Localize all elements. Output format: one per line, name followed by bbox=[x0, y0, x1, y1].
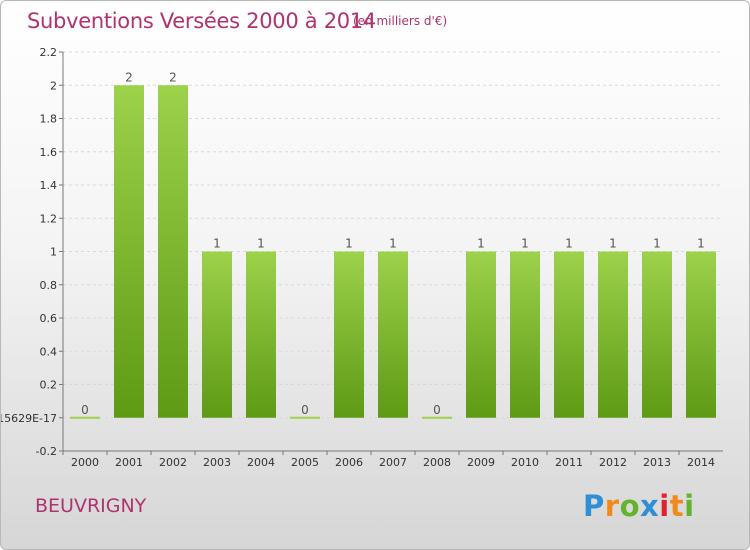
x-tick-label: 2012 bbox=[599, 456, 627, 469]
logo-letter: o bbox=[619, 489, 641, 523]
bar bbox=[334, 251, 364, 418]
data-label: 1 bbox=[565, 237, 573, 251]
data-label: 0 bbox=[433, 403, 441, 417]
bar bbox=[114, 85, 144, 418]
data-label: 2 bbox=[169, 70, 177, 84]
y-tick-label: -1.15629E-17 bbox=[1, 412, 57, 425]
y-tick-label: 1.6 bbox=[40, 146, 58, 159]
y-tick-label: 1.8 bbox=[40, 113, 58, 126]
data-label: 2 bbox=[125, 70, 133, 84]
y-tick-label: 2 bbox=[50, 79, 57, 92]
x-tick-label: 2010 bbox=[511, 456, 539, 469]
bar bbox=[290, 416, 320, 419]
logo-letter: P bbox=[583, 489, 605, 523]
logo-letter: i bbox=[684, 489, 695, 523]
y-tick-label: -0.2 bbox=[36, 445, 57, 458]
bar bbox=[202, 251, 232, 418]
x-tick-label: 2013 bbox=[643, 456, 671, 469]
data-label: 1 bbox=[609, 237, 617, 251]
proxiti-logo: Proxiti bbox=[583, 489, 695, 523]
data-label: 1 bbox=[257, 237, 265, 251]
x-tick-label: 2003 bbox=[203, 456, 231, 469]
y-tick-label: 0.2 bbox=[40, 379, 58, 392]
bar bbox=[70, 416, 100, 419]
bar bbox=[158, 85, 188, 418]
x-tick-label: 2005 bbox=[291, 456, 319, 469]
commune-name: BEUVRIGNY bbox=[35, 495, 147, 517]
x-tick-label: 2002 bbox=[159, 456, 187, 469]
y-tick-label: 0.4 bbox=[40, 345, 58, 358]
data-label: 1 bbox=[521, 237, 529, 251]
bar bbox=[378, 251, 408, 418]
data-label: 1 bbox=[389, 237, 397, 251]
chart-subtitle: (en milliers d'€) bbox=[353, 14, 448, 28]
x-tick-label: 2008 bbox=[423, 456, 451, 469]
logo-letter: x bbox=[640, 489, 660, 523]
data-label: 0 bbox=[81, 403, 89, 417]
bar bbox=[554, 251, 584, 418]
logo-letter: i bbox=[659, 489, 670, 523]
bar bbox=[598, 251, 628, 418]
y-tick-label: 2.2 bbox=[40, 46, 58, 59]
x-tick-label: 2000 bbox=[71, 456, 99, 469]
x-tick-label: 2001 bbox=[115, 456, 143, 469]
x-tick-label: 2009 bbox=[467, 456, 495, 469]
bar bbox=[246, 251, 276, 418]
bar bbox=[422, 416, 452, 419]
y-tick-label: 1.2 bbox=[40, 212, 58, 225]
y-tick-label: 0.8 bbox=[40, 279, 58, 292]
bar bbox=[686, 251, 716, 418]
logo-letter: t bbox=[669, 489, 685, 523]
y-tick-label: 1 bbox=[50, 246, 57, 259]
x-tick-label: 2004 bbox=[247, 456, 275, 469]
data-label: 1 bbox=[653, 237, 661, 251]
x-tick-label: 2006 bbox=[335, 456, 363, 469]
data-label: 1 bbox=[477, 237, 485, 251]
bar bbox=[510, 251, 540, 418]
bar bbox=[466, 251, 496, 418]
bar bbox=[642, 251, 672, 418]
data-label: 1 bbox=[697, 237, 705, 251]
data-label: 1 bbox=[213, 237, 221, 251]
x-tick-label: 2007 bbox=[379, 456, 407, 469]
data-label: 1 bbox=[345, 237, 353, 251]
data-label: 0 bbox=[301, 403, 309, 417]
x-tick-label: 2011 bbox=[555, 456, 583, 469]
y-tick-label: 0.6 bbox=[40, 312, 58, 325]
logo-letter: r bbox=[604, 489, 620, 523]
x-tick-label: 2014 bbox=[687, 456, 715, 469]
y-tick-label: 1.4 bbox=[40, 179, 58, 192]
chart-title: Subventions Versées 2000 à 2014 bbox=[27, 9, 376, 33]
